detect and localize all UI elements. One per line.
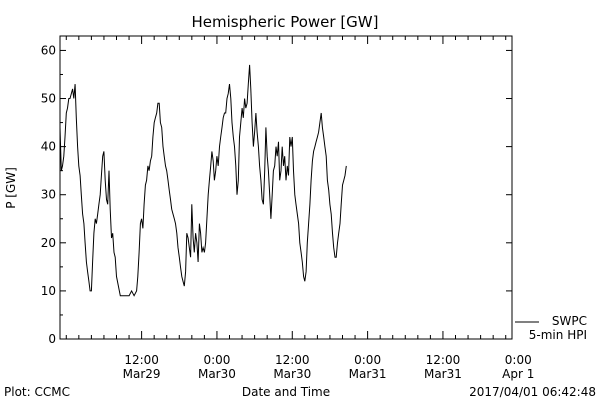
y-tick-label: 10	[41, 284, 56, 298]
series-line-5-min-hpi	[59, 64, 347, 297]
x-tick-time-label: 12:00	[275, 353, 310, 367]
x-tick-time-label: 0:00	[505, 353, 532, 367]
x-tick-date-label: Mar31	[349, 367, 387, 381]
y-axis-label: P [GW]	[4, 167, 18, 209]
legend-hpi-label: 5-min HPI	[529, 328, 587, 342]
x-axis: 12:00Mar290:00Mar3012:00Mar300:00Mar3112…	[65, 36, 534, 381]
y-tick-label: 20	[41, 236, 56, 250]
y-tick-label: 0	[48, 332, 56, 346]
x-tick-date-label: Mar29	[123, 367, 161, 381]
plot-frame	[59, 35, 513, 340]
y-axis: 0 10 20 30 40 50 60	[41, 43, 512, 346]
y-tick-label: 50	[41, 92, 56, 106]
legend-swpc-label: SWPC	[552, 314, 587, 328]
x-tick-time-label: 12:00	[124, 353, 159, 367]
x-tick-date-label: Mar30	[198, 367, 236, 381]
x-tick-date-label: Apr 1	[502, 367, 534, 381]
y-tick-label: 30	[41, 188, 56, 202]
x-tick-date-label: Mar31	[424, 367, 462, 381]
plot-credit: Plot: CCMC	[4, 385, 70, 399]
x-tick-date-label: Mar30	[273, 367, 311, 381]
y-tick-label: 40	[41, 140, 56, 154]
x-tick-time-label: 0:00	[354, 353, 381, 367]
chart-title: Hemispheric Power [GW]	[192, 13, 379, 31]
x-tick-time-label: 12:00	[426, 353, 461, 367]
x-axis-label: Date and Time	[242, 385, 330, 399]
timestamp: 2017/04/01 06:42:48	[469, 385, 596, 399]
x-tick-time-label: 0:00	[203, 353, 230, 367]
y-tick-label: 60	[41, 43, 56, 57]
